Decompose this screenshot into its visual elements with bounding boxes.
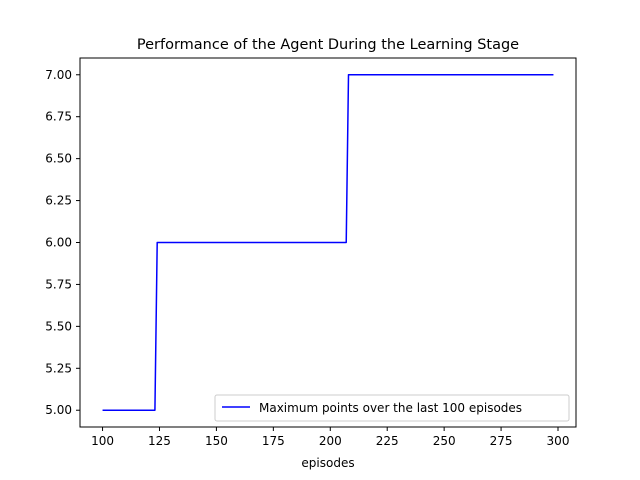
y-tick-label: 5.00 [45,403,72,417]
y-tick-label: 5.50 [45,319,72,333]
x-tick-label: 150 [205,434,228,448]
legend: Maximum points over the last 100 episode… [214,394,570,422]
y-tick-label: 6.25 [45,194,72,208]
x-tick-label: 100 [91,434,114,448]
x-tick-label: 250 [433,434,456,448]
y-tick-label: 6.75 [45,110,72,124]
x-tick-label: 225 [376,434,399,448]
chart-title: Performance of the Agent During the Lear… [137,37,519,53]
y-tick-label: 7.00 [45,68,72,82]
x-tick-label: 125 [148,434,171,448]
series-line [102,74,554,411]
legend-box [214,394,570,422]
x-tick-label: 200 [319,434,342,448]
x-axis: 100 125 150 175 200 225 250 275 300 [91,427,569,448]
y-tick-label: 5.25 [45,361,72,375]
y-tick-label: 6.00 [45,236,72,250]
legend-label: Maximum points over the last 100 episode… [259,401,522,415]
x-axis-label: episodes [301,456,354,470]
y-tick-label: 6.50 [45,152,72,166]
x-tick-label: 175 [262,434,285,448]
y-axis: 5.00 5.25 5.50 5.75 6.00 6.25 6.50 6.75 7.00 [45,68,80,417]
y-tick-label: 5.75 [45,277,72,291]
x-tick-label: 300 [547,434,570,448]
x-tick-label: 275 [490,434,513,448]
